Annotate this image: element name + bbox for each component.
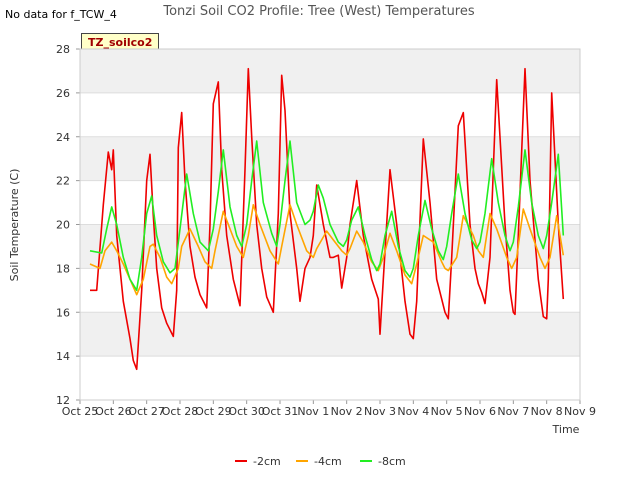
legend: -2cm -4cm -8cm [235, 455, 406, 468]
x-tick-label: Oct 30 [228, 405, 265, 418]
x-tick-label: Oct 29 [195, 405, 232, 418]
x-tick-label: Oct 31 [262, 405, 299, 418]
y-tick-label: 16 [56, 306, 70, 319]
series-line--2cm [90, 67, 565, 371]
x-tick-label: Nov 8 [531, 405, 563, 418]
y-tick-label: 22 [56, 175, 70, 188]
no-data-note: No data for f_TCW_4 [5, 8, 117, 21]
y-tick-label: 24 [56, 131, 70, 144]
chart-title: Tonzi Soil CO2 Profile: Tree (West) Temp… [162, 4, 475, 19]
x-tick-label: Nov 2 [331, 405, 363, 418]
x-tick-label: Nov 1 [297, 405, 329, 418]
x-tick-label: Oct 25 [62, 405, 99, 418]
y-tick-label: 14 [56, 350, 70, 363]
y-axis-label: Soil Temperature (C) [8, 169, 21, 282]
legend-label: -4cm [314, 455, 342, 468]
x-tick-label: Nov 6 [464, 405, 496, 418]
legend-label: -2cm [253, 455, 281, 468]
plot-frame [79, 48, 581, 401]
y-tick-label: 18 [56, 262, 70, 275]
series-line--8cm [89, 140, 565, 292]
x-tick-label: Oct 28 [162, 405, 199, 418]
y-tick-label: 26 [56, 87, 70, 100]
y-tick-label: 20 [56, 219, 70, 232]
y-tick-label: 28 [56, 43, 70, 56]
plot-band [80, 312, 580, 357]
series-layer [89, 67, 565, 371]
x-tick-label: Oct 26 [95, 405, 132, 418]
x-tick-label: Nov 9 [564, 405, 596, 418]
legend-label: -8cm [378, 455, 406, 468]
x-tick-label: Nov 5 [431, 405, 463, 418]
x-tick-label: Nov 7 [497, 405, 529, 418]
x-tick-label: Nov 4 [397, 405, 429, 418]
y-tick-label: 12 [56, 394, 70, 407]
plot-band [80, 136, 580, 181]
x-tick-label: Nov 3 [364, 405, 396, 418]
plot-band [80, 49, 580, 93]
x-axis-label: Time [552, 423, 580, 436]
x-tick-label: Oct 27 [128, 405, 165, 418]
series-line--4cm [89, 204, 565, 296]
